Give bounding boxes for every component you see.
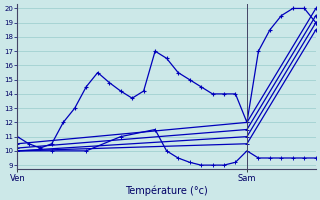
X-axis label: Température (°c): Température (°c) bbox=[125, 185, 208, 196]
